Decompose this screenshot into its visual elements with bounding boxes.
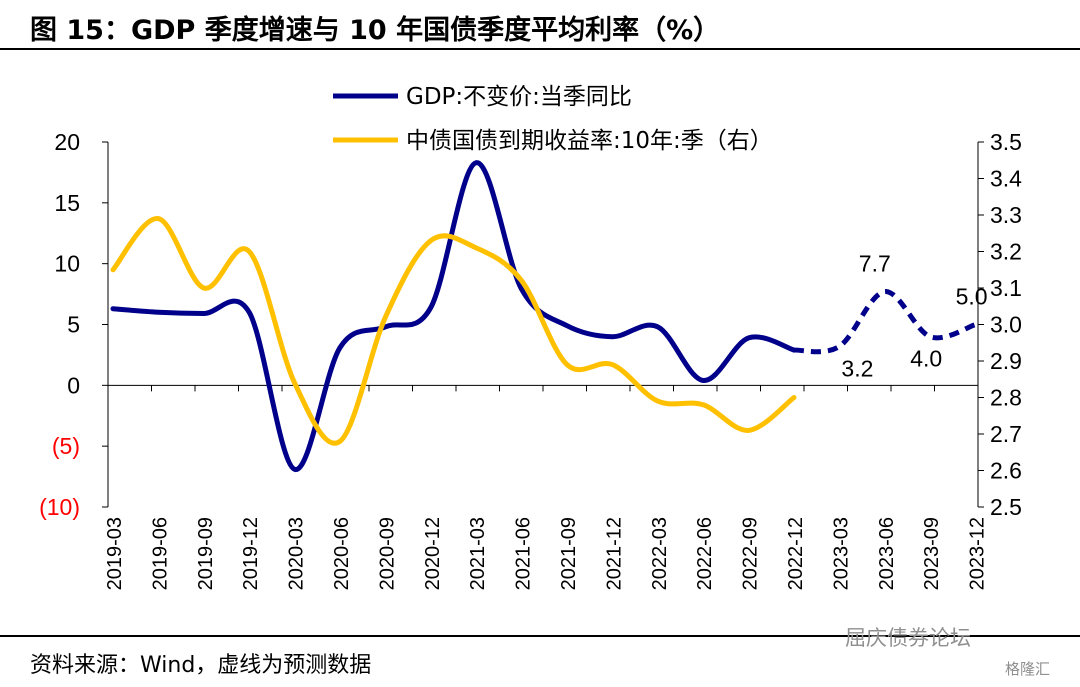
x-tick-label: 2022-06 [694, 517, 716, 590]
chart-title: 图 15：GDP 季度增速与 10 年国债季度平均利率（%） [30, 15, 721, 46]
watermark-text: 屈庆债券论坛 [845, 626, 971, 650]
x-tick-label: 2020-12 [422, 517, 444, 590]
chart-canvas: 20 15 10 5 0 (5) (10) 3.5 3.4 3.3 3.2 3.1 3.0 2.9 2.8 2… [39, 84, 1022, 590]
source-note: 资料来源：Wind，虚线为预测数据 [30, 653, 372, 678]
left-tick-label: 5 [67, 312, 80, 338]
bond-yield-line [110, 216, 797, 446]
left-tick-label: (5) [52, 433, 80, 459]
x-tick-label: 2023-09 [921, 517, 943, 590]
watermark-logo-text: 格隆汇 [1005, 660, 1051, 678]
right-tick-label: 3.0 [990, 312, 1022, 338]
gdp-forecast-line [793, 289, 977, 355]
data-label: 5.0 [956, 284, 988, 310]
right-tick-label: 3.5 [990, 129, 1022, 155]
x-tick-label: 2020-03 [286, 517, 308, 590]
right-tick-label: 2.6 [990, 458, 1022, 484]
x-tick-label: 2019-03 [104, 517, 126, 590]
title-divider [0, 48, 1080, 50]
left-tick-label: 15 [54, 190, 80, 216]
left-tick-label: 20 [54, 129, 80, 155]
right-tick-label: 2.8 [990, 385, 1022, 411]
left-tick-label: (10) [39, 494, 80, 520]
right-tick-label: 2.5 [990, 494, 1022, 520]
right-tick-label: 2.7 [990, 421, 1022, 447]
x-tick-label: 2023-06 [876, 517, 898, 590]
x-tick-label: 2023-12 [967, 517, 989, 590]
axes: 20 15 10 5 0 (5) (10) 3.5 3.4 3.3 3.2 3.1 3.0 2.9 2.8 2… [39, 129, 1022, 590]
data-labels: 3.2 7.7 4.0 5.0 [841, 251, 987, 382]
data-label: 3.2 [841, 355, 873, 381]
data-label: 7.7 [859, 251, 891, 277]
right-tick-label: 3.3 [990, 202, 1022, 228]
x-tick-label: 2020-09 [376, 517, 398, 590]
x-tick-label: 2021-03 [467, 517, 489, 590]
right-tick-label: 3.4 [990, 166, 1022, 192]
left-tick-label: 0 [67, 372, 80, 398]
left-tick-label: 10 [54, 251, 80, 277]
legend-label: 中债国债到期收益率:10年:季（右） [406, 128, 773, 154]
gdp-line [110, 160, 797, 472]
x-tick-label: 2022-09 [740, 517, 762, 590]
right-tick-label: 2.9 [990, 348, 1022, 374]
data-label: 4.0 [910, 346, 942, 372]
right-tick-label: 3.1 [990, 275, 1022, 301]
x-tick-label: 2021-06 [513, 517, 535, 590]
x-tick-label: 2021-09 [558, 517, 580, 590]
legend-label: GDP:不变价:当季同比 [406, 84, 632, 110]
x-tick-label: 2022-03 [649, 517, 671, 590]
x-tick-label: 2023-03 [830, 517, 852, 590]
x-tick-label: 2019-12 [240, 517, 262, 590]
x-tick-label: 2020-06 [331, 517, 353, 590]
x-tick-label: 2019-09 [195, 517, 217, 590]
series-lines [110, 160, 977, 472]
x-tick-label: 2019-06 [149, 517, 171, 590]
footer-divider [0, 635, 1080, 637]
right-tick-label: 3.2 [990, 239, 1022, 265]
x-tick-label: 2022-12 [785, 517, 807, 590]
x-tick-label: 2021-12 [603, 517, 625, 590]
